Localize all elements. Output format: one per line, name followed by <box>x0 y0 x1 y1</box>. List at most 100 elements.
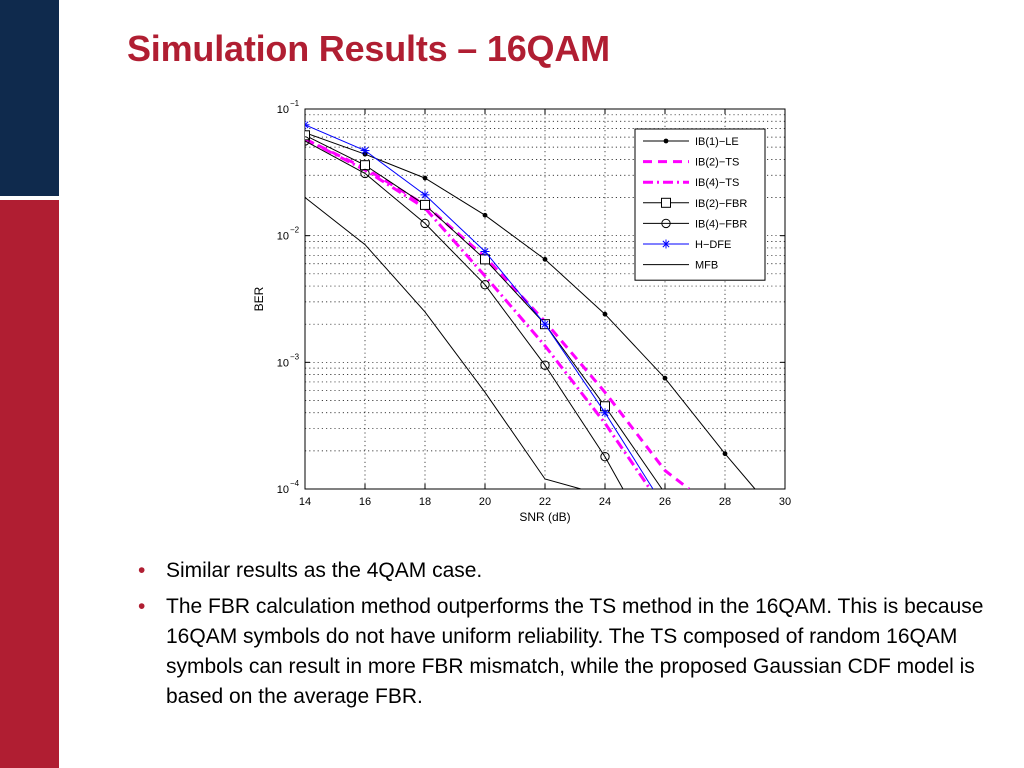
data-point <box>480 280 490 290</box>
marker-star-stroke <box>601 409 609 417</box>
legend-marker <box>661 218 671 229</box>
marker-star-stroke <box>541 320 549 328</box>
marker-square <box>420 199 430 210</box>
x-tick-label: 14 <box>299 496 311 508</box>
bullet-list: • Similar results as the 4QAM case. • Th… <box>138 556 998 718</box>
x-axis-label: SNR (dB) <box>519 510 570 524</box>
marker-circle <box>480 280 490 290</box>
x-tick-label: 26 <box>659 496 671 508</box>
legend-label: MFB <box>695 260 718 272</box>
marker-square <box>480 254 490 265</box>
data-point <box>480 246 490 256</box>
series-line <box>305 137 652 489</box>
bullet-glyph: • <box>138 595 146 618</box>
series-group <box>305 120 756 489</box>
data-point <box>480 254 490 265</box>
marker-star-stroke <box>305 124 309 129</box>
marker-star-stroke <box>305 121 309 126</box>
series-line <box>305 134 663 489</box>
marker-circle <box>540 360 550 370</box>
marker-square <box>360 160 370 171</box>
data-point <box>420 190 430 200</box>
series-line <box>305 140 624 489</box>
bullet-glyph: • <box>138 559 146 582</box>
legend: IB(1)−LE IB(2)−TS IB(4)−TS IB(2)−FBR IB(4)−F… <box>634 128 766 281</box>
marker-dot <box>542 256 548 262</box>
legend-item: H−DFE <box>643 239 731 251</box>
marker-star-stroke <box>361 147 369 155</box>
data-point <box>422 175 428 181</box>
series-line <box>305 197 582 489</box>
data-point <box>722 451 728 457</box>
bullet-text: The FBR calculation method outperforms t… <box>166 595 984 708</box>
marker-circle <box>360 168 370 179</box>
data-point <box>420 199 430 210</box>
sidebar-red-block <box>0 200 59 768</box>
x-tick-label: 28 <box>719 496 731 508</box>
y-tick-label: 10 <box>277 104 289 116</box>
marker-circle <box>600 451 610 462</box>
marker-dot <box>662 375 668 381</box>
legend-item: IB(1)−LE <box>643 136 739 148</box>
y-tick-label: 10 <box>277 231 289 243</box>
series-line <box>305 137 690 489</box>
legend-marker <box>661 197 671 208</box>
data-point <box>600 408 610 418</box>
data-point <box>305 136 310 146</box>
data-point <box>360 146 370 156</box>
x-tick-label: 18 <box>419 496 431 508</box>
bullet-item: • The FBR calculation method outperforms… <box>138 592 998 712</box>
marker-circle <box>661 218 671 229</box>
marker-dot <box>482 212 488 218</box>
legend-label: IB(1)−LE <box>695 136 739 148</box>
marker-circle <box>305 136 310 146</box>
marker-star-stroke <box>421 191 429 199</box>
legend-item: IB(2)−FBR <box>643 197 747 210</box>
data-point <box>540 319 550 329</box>
x-tick-label: 20 <box>479 496 491 508</box>
data-point <box>662 375 668 381</box>
x-tick-label: 24 <box>599 496 611 508</box>
legend-item: IB(2)−TS <box>643 157 739 169</box>
legend-marker <box>663 138 669 144</box>
bullet-item: • Similar results as the 4QAM case. <box>138 556 998 586</box>
legend-label: IB(4)−TS <box>695 177 739 189</box>
legend-item: IB(4)−TS <box>643 177 739 189</box>
y-tick-exponent: −1 <box>290 99 300 108</box>
legend-marker <box>661 239 671 249</box>
marker-dot <box>722 451 728 457</box>
marker-square <box>305 130 310 141</box>
x-tick-label: 16 <box>359 496 371 508</box>
legend-box <box>634 128 766 281</box>
data-point <box>542 256 548 262</box>
marker-dot <box>422 175 428 181</box>
y-tick-label: 10 <box>277 484 289 496</box>
x-tick-label: 22 <box>539 496 551 508</box>
y-axis-label: BER <box>252 286 266 311</box>
marker-dot <box>663 138 669 144</box>
x-tick-label: 30 <box>779 496 791 508</box>
legend-label: IB(2)−TS <box>695 157 739 169</box>
legend-label: IB(2)−FBR <box>695 198 747 210</box>
legend-item: MFB <box>643 260 718 272</box>
data-point <box>360 160 370 171</box>
marker-circle <box>420 218 430 229</box>
slide-title: Simulation Results – 16QAM <box>127 28 610 69</box>
marker-star-stroke <box>481 247 489 255</box>
series-line <box>305 124 654 489</box>
y-tick-exponent: −4 <box>290 479 300 488</box>
marker-star-stroke <box>662 240 670 248</box>
legend-label: IB(4)−FBR <box>695 218 747 230</box>
data-point <box>600 451 610 462</box>
data-point <box>360 168 370 179</box>
y-tick-label: 10 <box>277 357 289 369</box>
sidebar-navy-block <box>0 0 59 196</box>
legend-item: IB(4)−FBR <box>643 218 747 230</box>
y-tick-exponent: −3 <box>290 352 300 361</box>
data-point <box>305 130 310 141</box>
marker-square <box>661 197 671 208</box>
data-point <box>305 120 310 130</box>
y-tick-exponent: −2 <box>290 226 300 235</box>
data-point <box>420 218 430 229</box>
